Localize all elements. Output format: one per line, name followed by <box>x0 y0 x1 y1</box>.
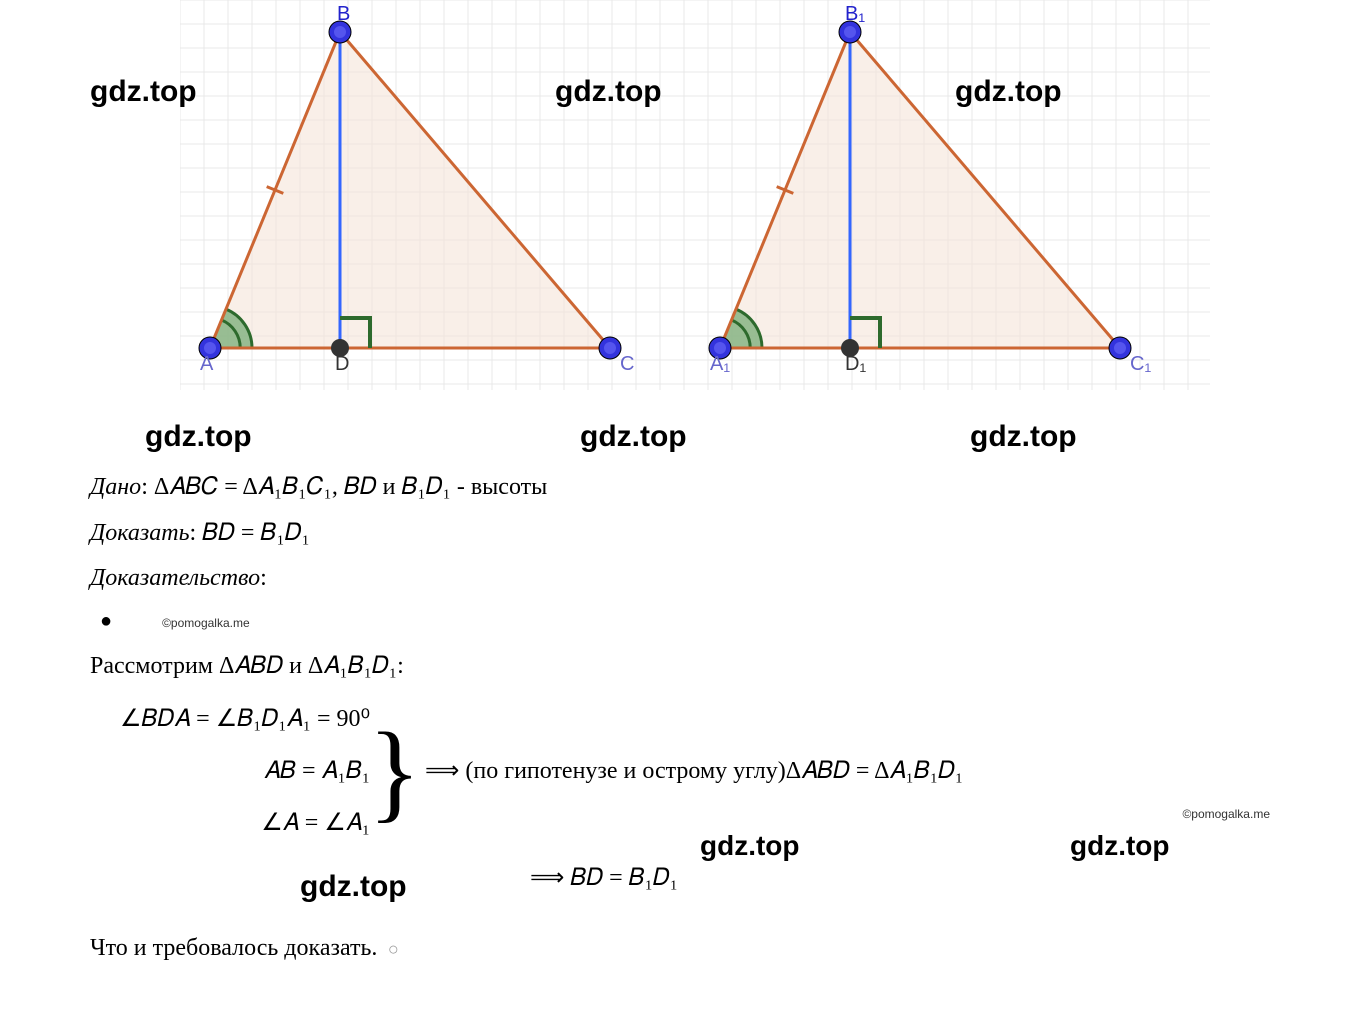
brace-conclusion: ⟹ (по гипотенузе и острому углу)Δ𝐴𝐵𝐷 = Δ… <box>425 749 963 795</box>
arrow-1: ⟹ <box>425 758 459 784</box>
svg-text:B: B <box>337 3 350 25</box>
prove-label: Доказать <box>90 520 190 546</box>
watermark-text: gdz.top <box>970 420 1077 454</box>
final-line: ⟹ 𝐵𝐷 = 𝐵₁𝐷₁ <box>530 856 1290 902</box>
given-line: Дано: Δ𝐴𝐵𝐶 = Δ𝐴₁𝐵₁𝐶₁, 𝐵𝐷 и 𝐵₁𝐷₁ - высоты <box>90 465 1290 511</box>
watermark-text: gdz.top <box>555 75 662 109</box>
proof-heading: Доказательство: <box>90 556 1290 602</box>
watermark-text: gdz.top <box>1070 830 1170 862</box>
proof-label: Доказательство <box>90 565 260 591</box>
proof-body: Дано: Δ𝐴𝐵𝐶 = Δ𝐴₁𝐵₁𝐶₁, 𝐵𝐷 и 𝐵₁𝐷₁ - высоты… <box>90 465 1290 971</box>
prove-body: : 𝐵𝐷 = 𝐵₁𝐷₁ <box>190 520 310 546</box>
cond-2: 𝐴𝐵 = 𝐴₁𝐵₁ <box>264 749 370 795</box>
qed-text: Что и требовалось доказать. <box>90 935 377 961</box>
svg-text:A: A <box>200 353 214 375</box>
geometry-diagram: A B C D A₁ B₁ C₁ D₁ <box>180 0 1210 390</box>
watermark-text: gdz.top <box>580 420 687 454</box>
given-body: : Δ𝐴𝐵𝐶 = Δ𝐴₁𝐵₁𝐶₁, 𝐵𝐷 и 𝐵₁𝐷₁ - высоты <box>141 474 547 500</box>
copyright-2: ©pomogalka.me <box>1182 807 1270 821</box>
watermark-text: gdz.top <box>700 830 800 862</box>
given-label: Дано <box>90 474 141 500</box>
watermark-text: gdz.top <box>300 870 407 904</box>
brace-group: ∠𝐵𝐷𝐴 = ∠𝐵₁𝐷₁𝐴₁ = 90⁰ 𝐴𝐵 = 𝐴₁𝐵₁ ∠𝐴 = ∠𝐴₁ … <box>120 697 1290 846</box>
svg-text:D: D <box>335 353 349 375</box>
bullet-row: ● ©pomogalka.me <box>100 602 1290 640</box>
consider-line: Рассмотрим Δ𝐴𝐵𝐷 и Δ𝐴₁𝐵₁𝐷₁: <box>90 644 1290 690</box>
brace-conditions: ∠𝐵𝐷𝐴 = ∠𝐵₁𝐷₁𝐴₁ = 90⁰ 𝐴𝐵 = 𝐴₁𝐵₁ ∠𝐴 = ∠𝐴₁ <box>120 697 370 846</box>
svg-text:D₁: D₁ <box>845 353 866 375</box>
svg-text:C: C <box>620 353 634 375</box>
curly-brace: } <box>368 725 421 819</box>
proof-colon: : <box>260 565 267 591</box>
page-root: A B C D A₁ B₁ C₁ D₁ Дано: Δ𝐴𝐵𝐶 = Δ𝐴₁𝐵₁𝐶₁, 𝐵𝐷 и … <box>0 0 1353 1027</box>
prove-line: Доказать: 𝐵𝐷 = 𝐵₁𝐷₁ <box>90 511 1290 557</box>
conc-eq: Δ𝐴𝐵𝐷 = Δ𝐴₁𝐵₁𝐷₁ <box>786 758 964 784</box>
watermark-text: gdz.top <box>955 75 1062 109</box>
conc-paren: (по гипотенузе и острому углу) <box>465 758 785 784</box>
cond-1: ∠𝐵𝐷𝐴 = ∠𝐵₁𝐷₁𝐴₁ = 90⁰ <box>120 697 370 743</box>
svg-text:B₁: B₁ <box>845 3 865 25</box>
watermark-text: gdz.top <box>90 75 197 109</box>
qed-line: Что и требовалось доказать. ○ <box>90 926 1290 972</box>
copyright-1: ©pomogalka.me <box>162 616 250 630</box>
watermark-text: gdz.top <box>145 420 252 454</box>
svg-text:A₁: A₁ <box>710 353 730 375</box>
svg-text:C₁: C₁ <box>1130 353 1151 375</box>
cond-3: ∠𝐴 = ∠𝐴₁ <box>261 801 370 847</box>
qed-circle-icon: ○ <box>383 939 398 959</box>
